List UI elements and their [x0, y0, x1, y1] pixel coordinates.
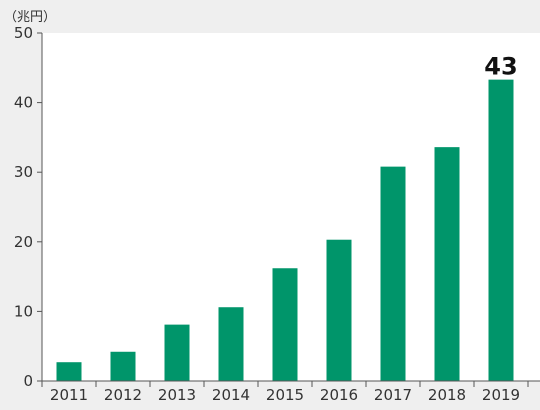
bar-2011	[56, 362, 82, 381]
x-tick-label: 2014	[212, 386, 250, 404]
x-axis: 2011 2012 2013 2014 2015 2016 2017 2018 2019	[41, 380, 540, 404]
x-tick-label: 2018	[428, 386, 466, 404]
x-tick-label: 2012	[104, 386, 142, 404]
y-axis-unit-label: （兆円）	[4, 10, 56, 25]
y-tick-label: 0	[23, 372, 33, 390]
x-tick-label: 2011	[50, 386, 88, 404]
annotations-group: 43	[484, 53, 517, 81]
bar-2017	[380, 166, 406, 381]
x-tick-label: 2015	[266, 386, 304, 404]
x-tick-label: 2017	[374, 386, 412, 404]
y-tick-label: 50	[14, 24, 33, 42]
bar-2012	[110, 351, 136, 381]
y-tick-label: 40	[14, 94, 33, 112]
x-tick-label: 2013	[158, 386, 196, 404]
y-tick-label: 30	[14, 163, 33, 181]
bar-2019	[488, 79, 514, 381]
bar-2015	[272, 268, 298, 381]
y-axis: 0 10 20 30 40 50	[14, 24, 43, 390]
bar-2018	[434, 147, 460, 381]
data-label-2019: 43	[484, 53, 517, 81]
x-tick-label: 2019	[482, 386, 520, 404]
bar-2014	[218, 307, 244, 381]
bars-group	[56, 79, 514, 381]
bar-2016	[326, 239, 352, 381]
y-tick-label: 10	[14, 302, 33, 320]
y-tick-label: 20	[14, 233, 33, 251]
x-tick-label: 2016	[320, 386, 358, 404]
bar-2013	[164, 324, 190, 381]
